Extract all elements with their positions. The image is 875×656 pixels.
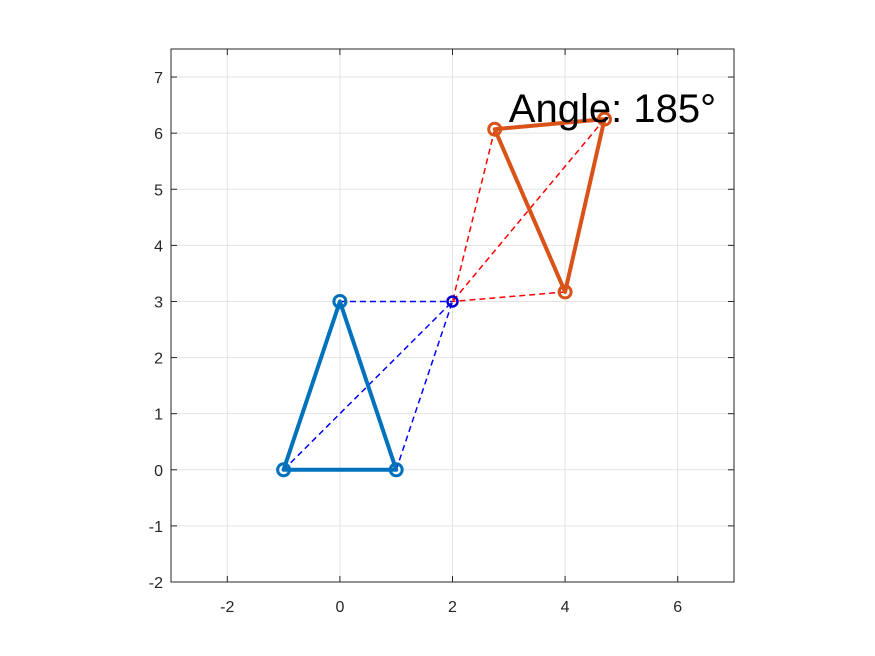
rotated-triangle-vertex-marker — [557, 284, 573, 300]
original-triangle-outline — [281, 299, 399, 472]
x-tick-label: 6 — [673, 599, 682, 616]
connector-lines — [283, 118, 606, 471]
x-tick-label: -2 — [220, 599, 234, 616]
original-triangle-vertex-marker — [332, 293, 348, 309]
plot-axes: -2 0 2 4 6 -2 -1 0 1 2 3 4 5 6 7 Angle: 185° — [149, 48, 735, 616]
rotated-triangle-vertex-marker — [487, 121, 503, 137]
x-tick-label: 0 — [335, 599, 344, 616]
y-tick-label: 1 — [154, 407, 163, 424]
axis-ticks — [171, 49, 734, 583]
y-tick-label: 7 — [154, 70, 163, 87]
angle-annotation: Angle: 185° — [509, 87, 716, 131]
triangle-series — [281, 117, 607, 472]
y-tick-label: -1 — [149, 519, 163, 536]
vertex-markers — [276, 111, 613, 478]
rotated-triangle-outline — [492, 117, 607, 294]
rotated-to-center-connector — [452, 291, 566, 303]
rotated-triangle-vertex-marker — [597, 111, 613, 127]
rotation-center-marker — [446, 295, 459, 308]
y-tick-label: 3 — [154, 294, 163, 311]
y-tick-label: 6 — [154, 126, 163, 143]
x-tick-label: 4 — [561, 599, 570, 616]
original-triangle-vertex-marker — [388, 462, 404, 478]
y-tick-label: -2 — [149, 575, 163, 592]
x-tick-label: 2 — [448, 599, 457, 616]
original-triangle-vertex-marker — [276, 462, 292, 478]
y-tick-label: 4 — [154, 238, 163, 255]
axis-tick-labels: -2 0 2 4 6 -2 -1 0 1 2 3 4 5 6 7 — [149, 70, 682, 616]
y-tick-label: 0 — [154, 463, 163, 480]
y-tick-label: 5 — [154, 182, 163, 199]
y-tick-label: 2 — [154, 351, 163, 368]
